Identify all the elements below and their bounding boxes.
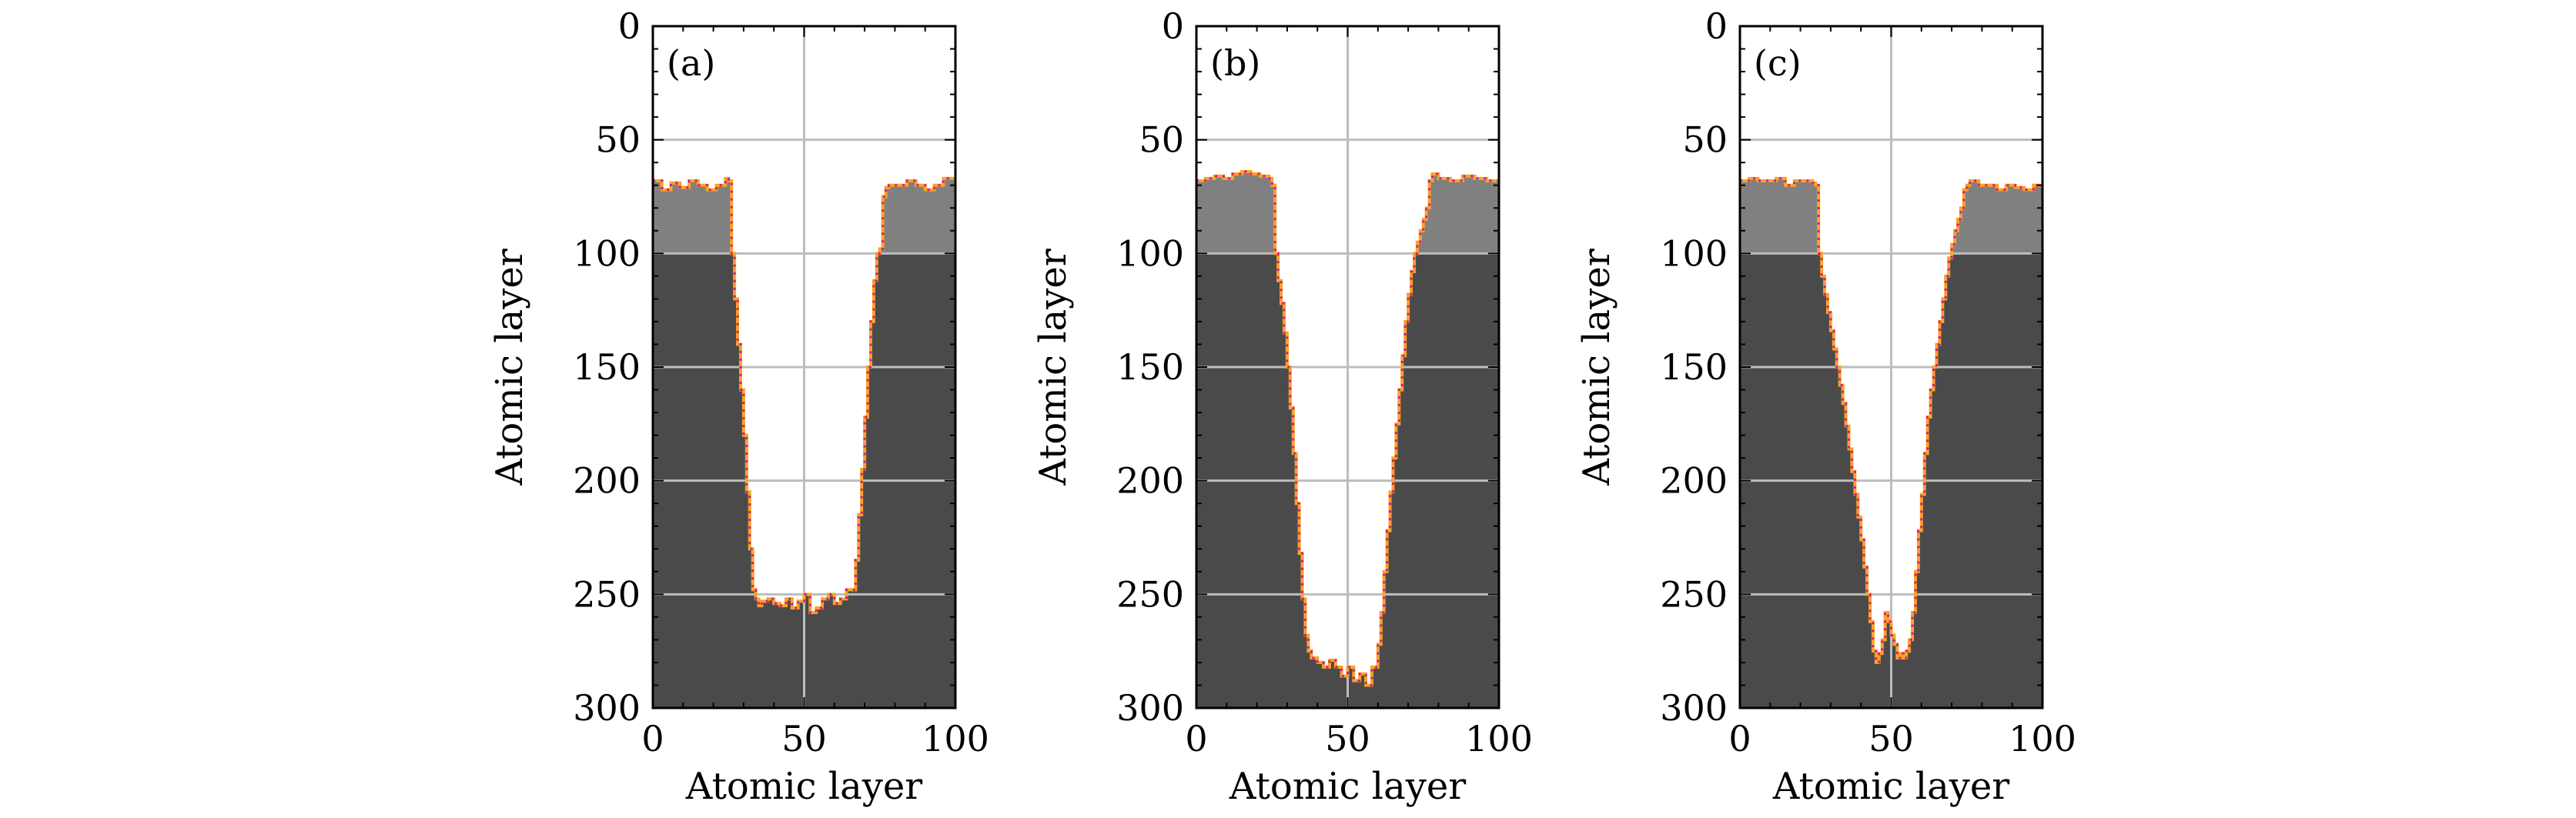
- x-axis-title: Atomic layer: [685, 765, 923, 808]
- surface-edge-orange: [1196, 170, 1499, 687]
- x-tick-label: 0: [1185, 718, 1207, 760]
- x-tick-label: 0: [641, 718, 664, 760]
- y-tick-label: 150: [1116, 346, 1184, 388]
- y-tick-label: 100: [1660, 232, 1728, 274]
- y-tick-label: 300: [1116, 687, 1184, 729]
- y-tick-label: 50: [1682, 119, 1728, 161]
- x-axis-title: Atomic layer: [1772, 765, 2010, 808]
- y-tick-label: 200: [573, 460, 641, 502]
- y-axis-title: Atomic layer: [1032, 249, 1075, 486]
- x-tick-label: 50: [1325, 718, 1370, 760]
- y-tick-label: 50: [595, 119, 641, 161]
- panel-label: (b): [1210, 42, 1260, 84]
- plot-area: [653, 26, 955, 708]
- x-tick-label: 50: [781, 718, 827, 760]
- x-tick-label: 50: [1868, 718, 1914, 760]
- y-tick-label: 150: [573, 346, 641, 388]
- panel-label: (a): [667, 42, 715, 84]
- x-tick-label: 100: [2009, 718, 2076, 760]
- y-tick-label: 0: [1705, 5, 1728, 47]
- x-tick-label: 0: [1728, 718, 1751, 760]
- y-tick-label: 250: [1660, 573, 1728, 615]
- y-axis-title: Atomic layer: [488, 249, 531, 486]
- x-tick-label: 100: [1465, 718, 1533, 760]
- x-axis-title: Atomic layer: [1229, 765, 1467, 808]
- surface-edge-magenta: [1740, 177, 2042, 664]
- plot-area: [1196, 26, 1499, 708]
- y-tick-label: 200: [1660, 460, 1728, 502]
- y-tick-label: 300: [573, 687, 641, 729]
- y-tick-label: 250: [573, 573, 641, 615]
- y-tick-label: 100: [573, 232, 641, 274]
- y-tick-label: 150: [1660, 346, 1728, 388]
- surface-edge-magenta: [653, 177, 955, 614]
- y-tick-label: 200: [1116, 460, 1184, 502]
- panel-label: (c): [1754, 42, 1802, 84]
- y-tick-label: 0: [1162, 5, 1184, 47]
- x-tick-label: 100: [922, 718, 989, 760]
- y-tick-label: 50: [1139, 119, 1184, 161]
- y-tick-label: 0: [618, 5, 641, 47]
- y-tick-label: 100: [1116, 232, 1184, 274]
- y-tick-label: 250: [1116, 573, 1184, 615]
- y-axis-title: Atomic layer: [1575, 249, 1618, 486]
- plot-area: [1740, 26, 2042, 708]
- y-tick-label: 300: [1660, 687, 1728, 729]
